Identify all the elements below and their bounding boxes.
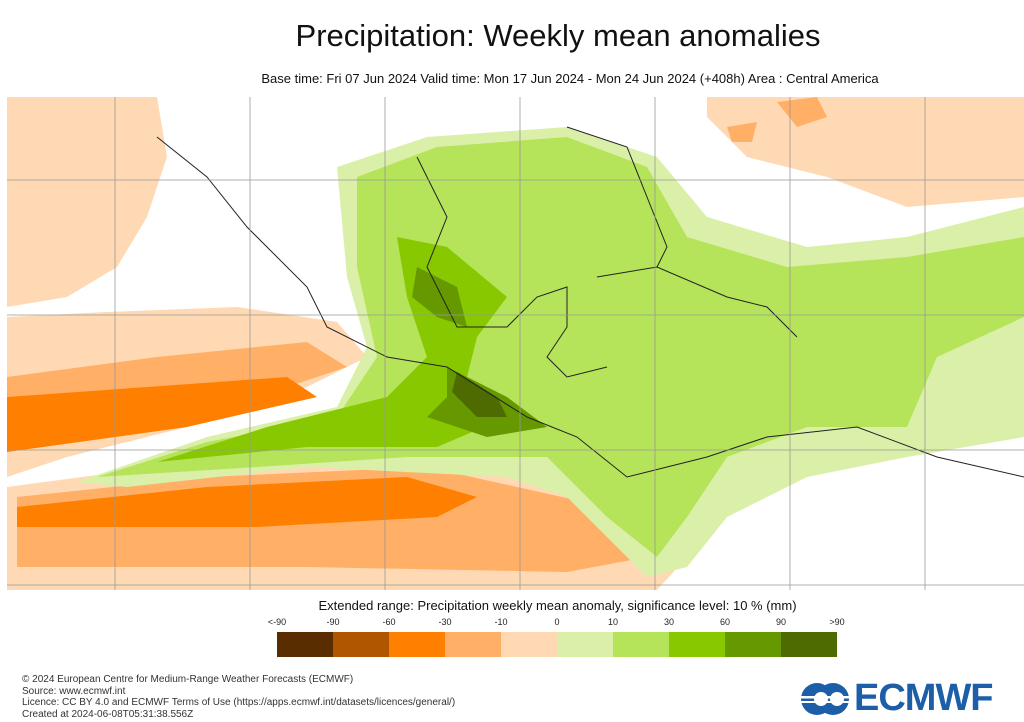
licence: Licence: CC BY 4.0 and ECMWF Terms of Us…: [22, 697, 456, 708]
copyright: © 2024 European Centre for Medium-Range …: [22, 674, 354, 685]
legend-swatch: [557, 632, 613, 657]
coastline: [156, 136, 1024, 478]
legend-label: 90: [775, 617, 787, 627]
created-timestamp: Created at 2024-06-08T05:31:38.556Z: [22, 708, 194, 720]
subtitle: Base time: Fri 07 Jun 2024 Valid time: M…: [261, 71, 879, 86]
legend-swatch: [389, 632, 445, 657]
source: Source: www.ecmwf.int: [22, 685, 126, 697]
page-title: Precipitation: Weekly mean anomalies: [295, 18, 821, 53]
legend-label: 60: [719, 617, 731, 627]
legend-swatch: [277, 632, 333, 657]
coastline: [596, 266, 798, 338]
legend-label: 10: [607, 617, 619, 627]
legend-title: Extended range: Precipitation weekly mea…: [318, 598, 797, 613]
anomaly-region-neg-strong: [17, 477, 477, 527]
anomaly-region-pos-mid: [97, 137, 1024, 557]
legend-label: <-90: [267, 617, 287, 627]
coastline: [566, 126, 668, 268]
footer: © 2024 European Centre for Medium-Range …: [22, 674, 455, 720]
legend-label: -60: [382, 617, 396, 627]
graticule: [7, 97, 1024, 590]
coastline: [416, 156, 608, 378]
anomaly-region-pos-extreme: [452, 372, 507, 417]
legend-swatch: [501, 632, 557, 657]
legend-label: 0: [554, 617, 560, 627]
anomaly-region-neg-light: [7, 97, 167, 307]
precipitation-anomaly-map: [7, 97, 1024, 590]
color-legend: <-90 -90 -60 -30 -10 0 10 30 60 90 >90: [268, 617, 845, 657]
logo-text: ECMWF: [854, 677, 994, 719]
legend-swatch: [725, 632, 781, 657]
ecmwf-logo: ECMWF: [800, 677, 994, 720]
legend-label: -30: [438, 617, 452, 627]
anomaly-region-pos-verystrong: [412, 267, 547, 437]
ecmwf-logo-icon: [800, 682, 850, 715]
legend-swatch: [445, 632, 501, 657]
legend-swatch: [333, 632, 389, 657]
legend-swatch: [613, 632, 669, 657]
legend-color-bar: [277, 632, 837, 657]
anomaly-region-neg-light: [707, 97, 1024, 207]
legend-label: 30: [663, 617, 675, 627]
legend-label: -90: [326, 617, 340, 627]
legend-label: -10: [494, 617, 508, 627]
legend-swatch: [669, 632, 725, 657]
legend-label: >90: [829, 617, 845, 627]
anomaly-region-neg-mid: [727, 97, 827, 142]
legend-swatch: [781, 632, 837, 657]
anomaly-region-neg-strong: [7, 377, 317, 452]
